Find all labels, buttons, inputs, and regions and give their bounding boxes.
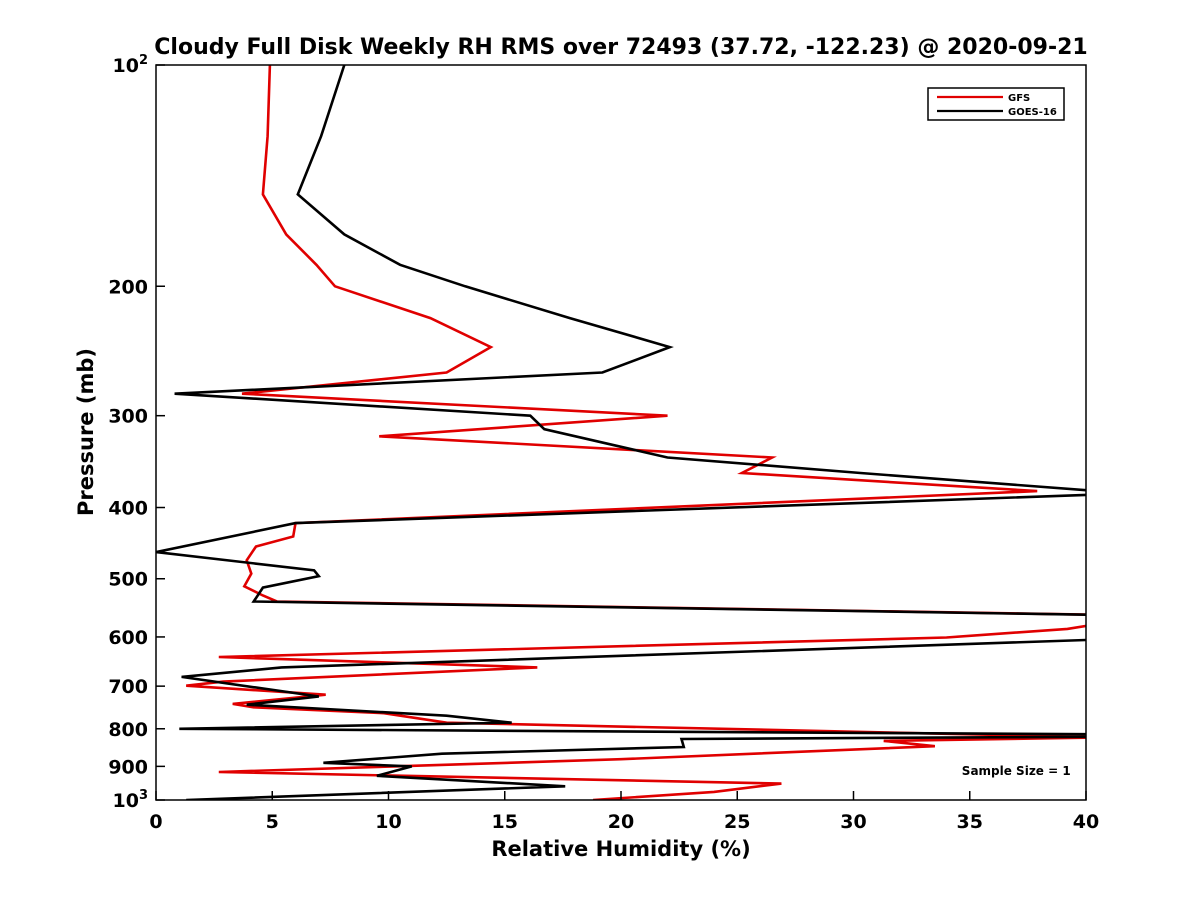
x-tick-label: 10 <box>375 811 401 833</box>
y-axis-label: Pressure (mb) <box>74 348 98 516</box>
series-line-gfs <box>186 65 1086 800</box>
y-tick-label: 700 <box>108 676 148 698</box>
y-tick-label: 900 <box>108 756 148 778</box>
x-axis-label: Relative Humidity (%) <box>491 837 750 861</box>
y-tick-label: 102 <box>113 53 149 77</box>
x-tick-label: 15 <box>492 811 518 833</box>
sample-size-annotation: Sample Size = 1 <box>962 764 1071 778</box>
series-line-goes16 <box>156 65 1086 800</box>
y-tick-label: 103 <box>113 788 149 812</box>
y-tick-label: 600 <box>108 627 148 649</box>
legend-label-gfs: GFS <box>1008 93 1030 104</box>
x-tick-label: 20 <box>608 811 634 833</box>
x-tick-label: 35 <box>957 811 983 833</box>
x-tick-label: 40 <box>1073 811 1099 833</box>
x-tick-label: 25 <box>724 811 750 833</box>
x-tick-label: 30 <box>840 811 866 833</box>
y-tick-label: 400 <box>108 498 148 520</box>
y-tick-label: 200 <box>108 276 148 298</box>
plot-frame <box>155 64 1087 801</box>
legend-box <box>927 87 1065 121</box>
y-tick-label: 500 <box>108 569 148 591</box>
legend-label-goes16: GOES-16 <box>1008 107 1057 118</box>
y-axis: 102 200 300 400 500 600 700 800 900 103 <box>108 53 165 812</box>
y-tick-label: 300 <box>108 406 148 428</box>
series-layer <box>156 65 1086 800</box>
y-tick-label: 800 <box>108 719 148 741</box>
x-axis: 0 5 10 15 20 25 30 35 40 <box>149 791 1099 833</box>
legend: GFS GOES-16 <box>927 87 1065 121</box>
x-tick-label: 5 <box>266 811 279 833</box>
x-tick-label: 0 <box>149 811 162 833</box>
chart-title: Cloudy Full Disk Weekly RH RMS over 7249… <box>154 35 1087 60</box>
